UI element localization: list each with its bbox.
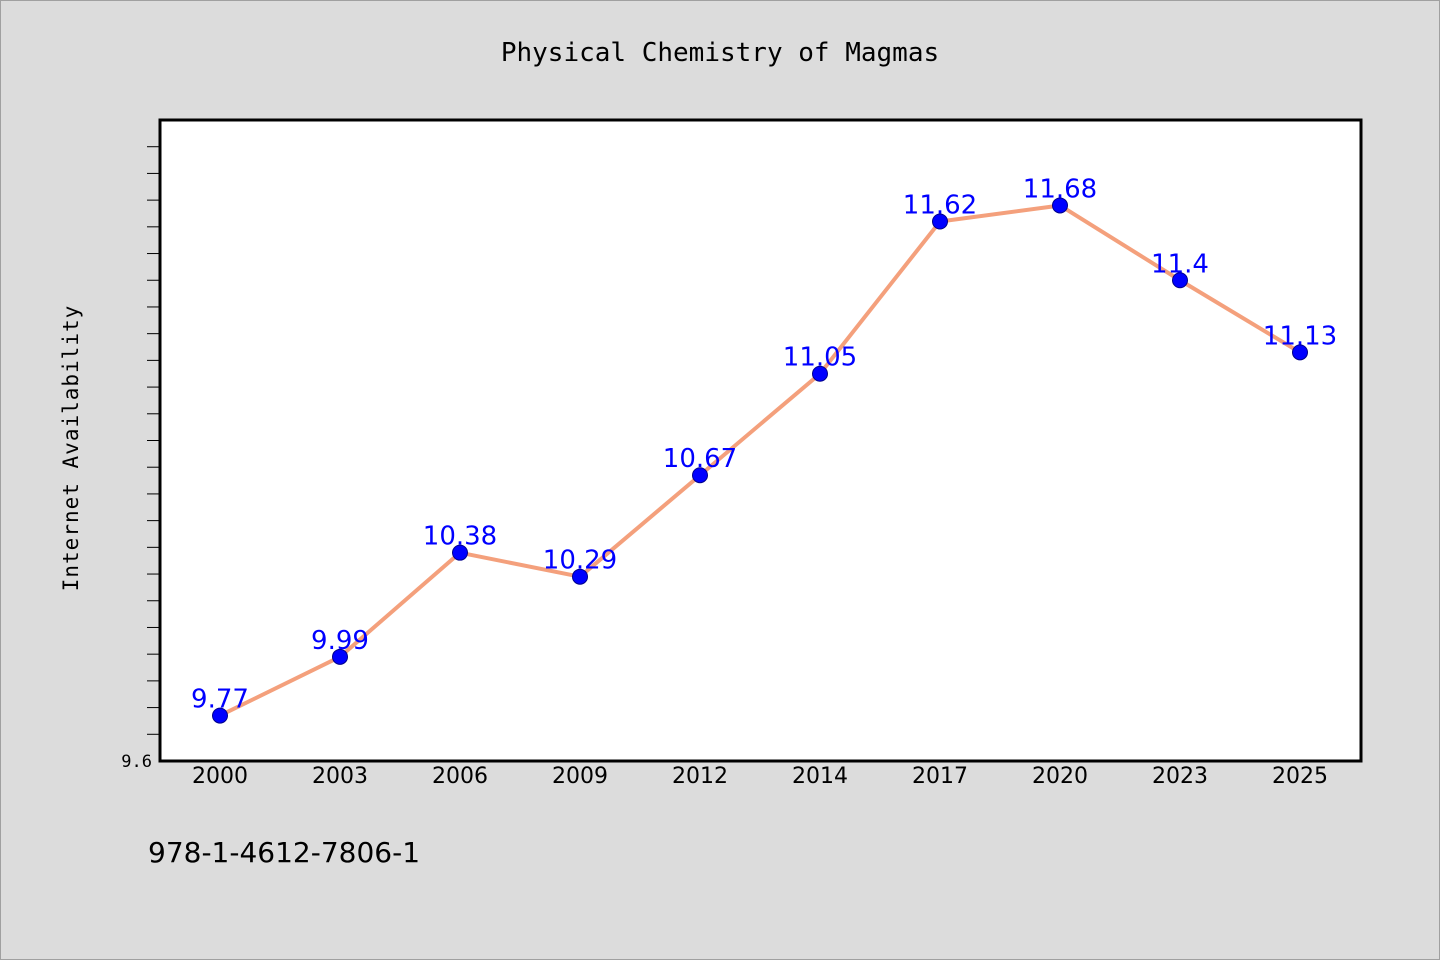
data-label: 11.13 [1263, 321, 1337, 351]
x-axis-ticks: 2000 2003 2006 2009 2012 2014 2017 2020 2023 2025 [192, 764, 1328, 789]
plot-area [158, 118, 1363, 763]
data-point-marker [1172, 272, 1188, 289]
x-tick-label: 2000 [192, 764, 248, 789]
x-tick-label: 2003 [312, 764, 368, 789]
y-axis-ticks: 9.6 [121, 146, 160, 772]
series-line [218, 203, 1302, 718]
data-point-marker [692, 467, 708, 484]
x-tick-label: 2020 [1032, 764, 1088, 789]
data-point-marker [212, 707, 228, 724]
data-label: 9.77 [191, 685, 249, 715]
data-label: 9.99 [311, 626, 369, 656]
data-point-marker [1292, 344, 1308, 361]
data-point-marker [932, 213, 948, 230]
data-labels: 9.77 9.99 10.38 10.29 10.67 11.05 11.62 11.68 11… [191, 174, 1337, 714]
data-label: 11.68 [1023, 174, 1097, 204]
x-tick-label: 2009 [552, 764, 608, 789]
data-point-marker [332, 648, 348, 665]
data-markers [212, 197, 1308, 724]
data-label: 10.29 [543, 546, 617, 576]
data-point-marker [812, 365, 828, 382]
y-axis-label: Internet Availability [59, 305, 83, 592]
x-tick-label: 2006 [432, 764, 488, 789]
data-label: 10.67 [663, 444, 737, 474]
x-tick-label: 2017 [912, 764, 968, 789]
data-label: 11.4 [1151, 249, 1209, 279]
data-point-marker [452, 544, 468, 561]
y-tick-label: 9.6 [121, 752, 152, 772]
data-label: 10.38 [423, 522, 497, 552]
data-point-marker [572, 568, 588, 585]
x-tick-label: 2023 [1152, 764, 1208, 789]
data-label: 11.62 [903, 190, 977, 220]
x-tick-label: 2025 [1272, 764, 1328, 789]
data-label: 11.05 [783, 343, 857, 373]
chart-title: Physical Chemistry of Magmas [501, 38, 939, 68]
x-tick-label: 2012 [672, 764, 728, 789]
data-point-marker [1052, 197, 1068, 214]
footnote-isbn: 978-1-4612-7806-1 [148, 836, 420, 869]
x-tick-label: 2014 [792, 764, 848, 789]
